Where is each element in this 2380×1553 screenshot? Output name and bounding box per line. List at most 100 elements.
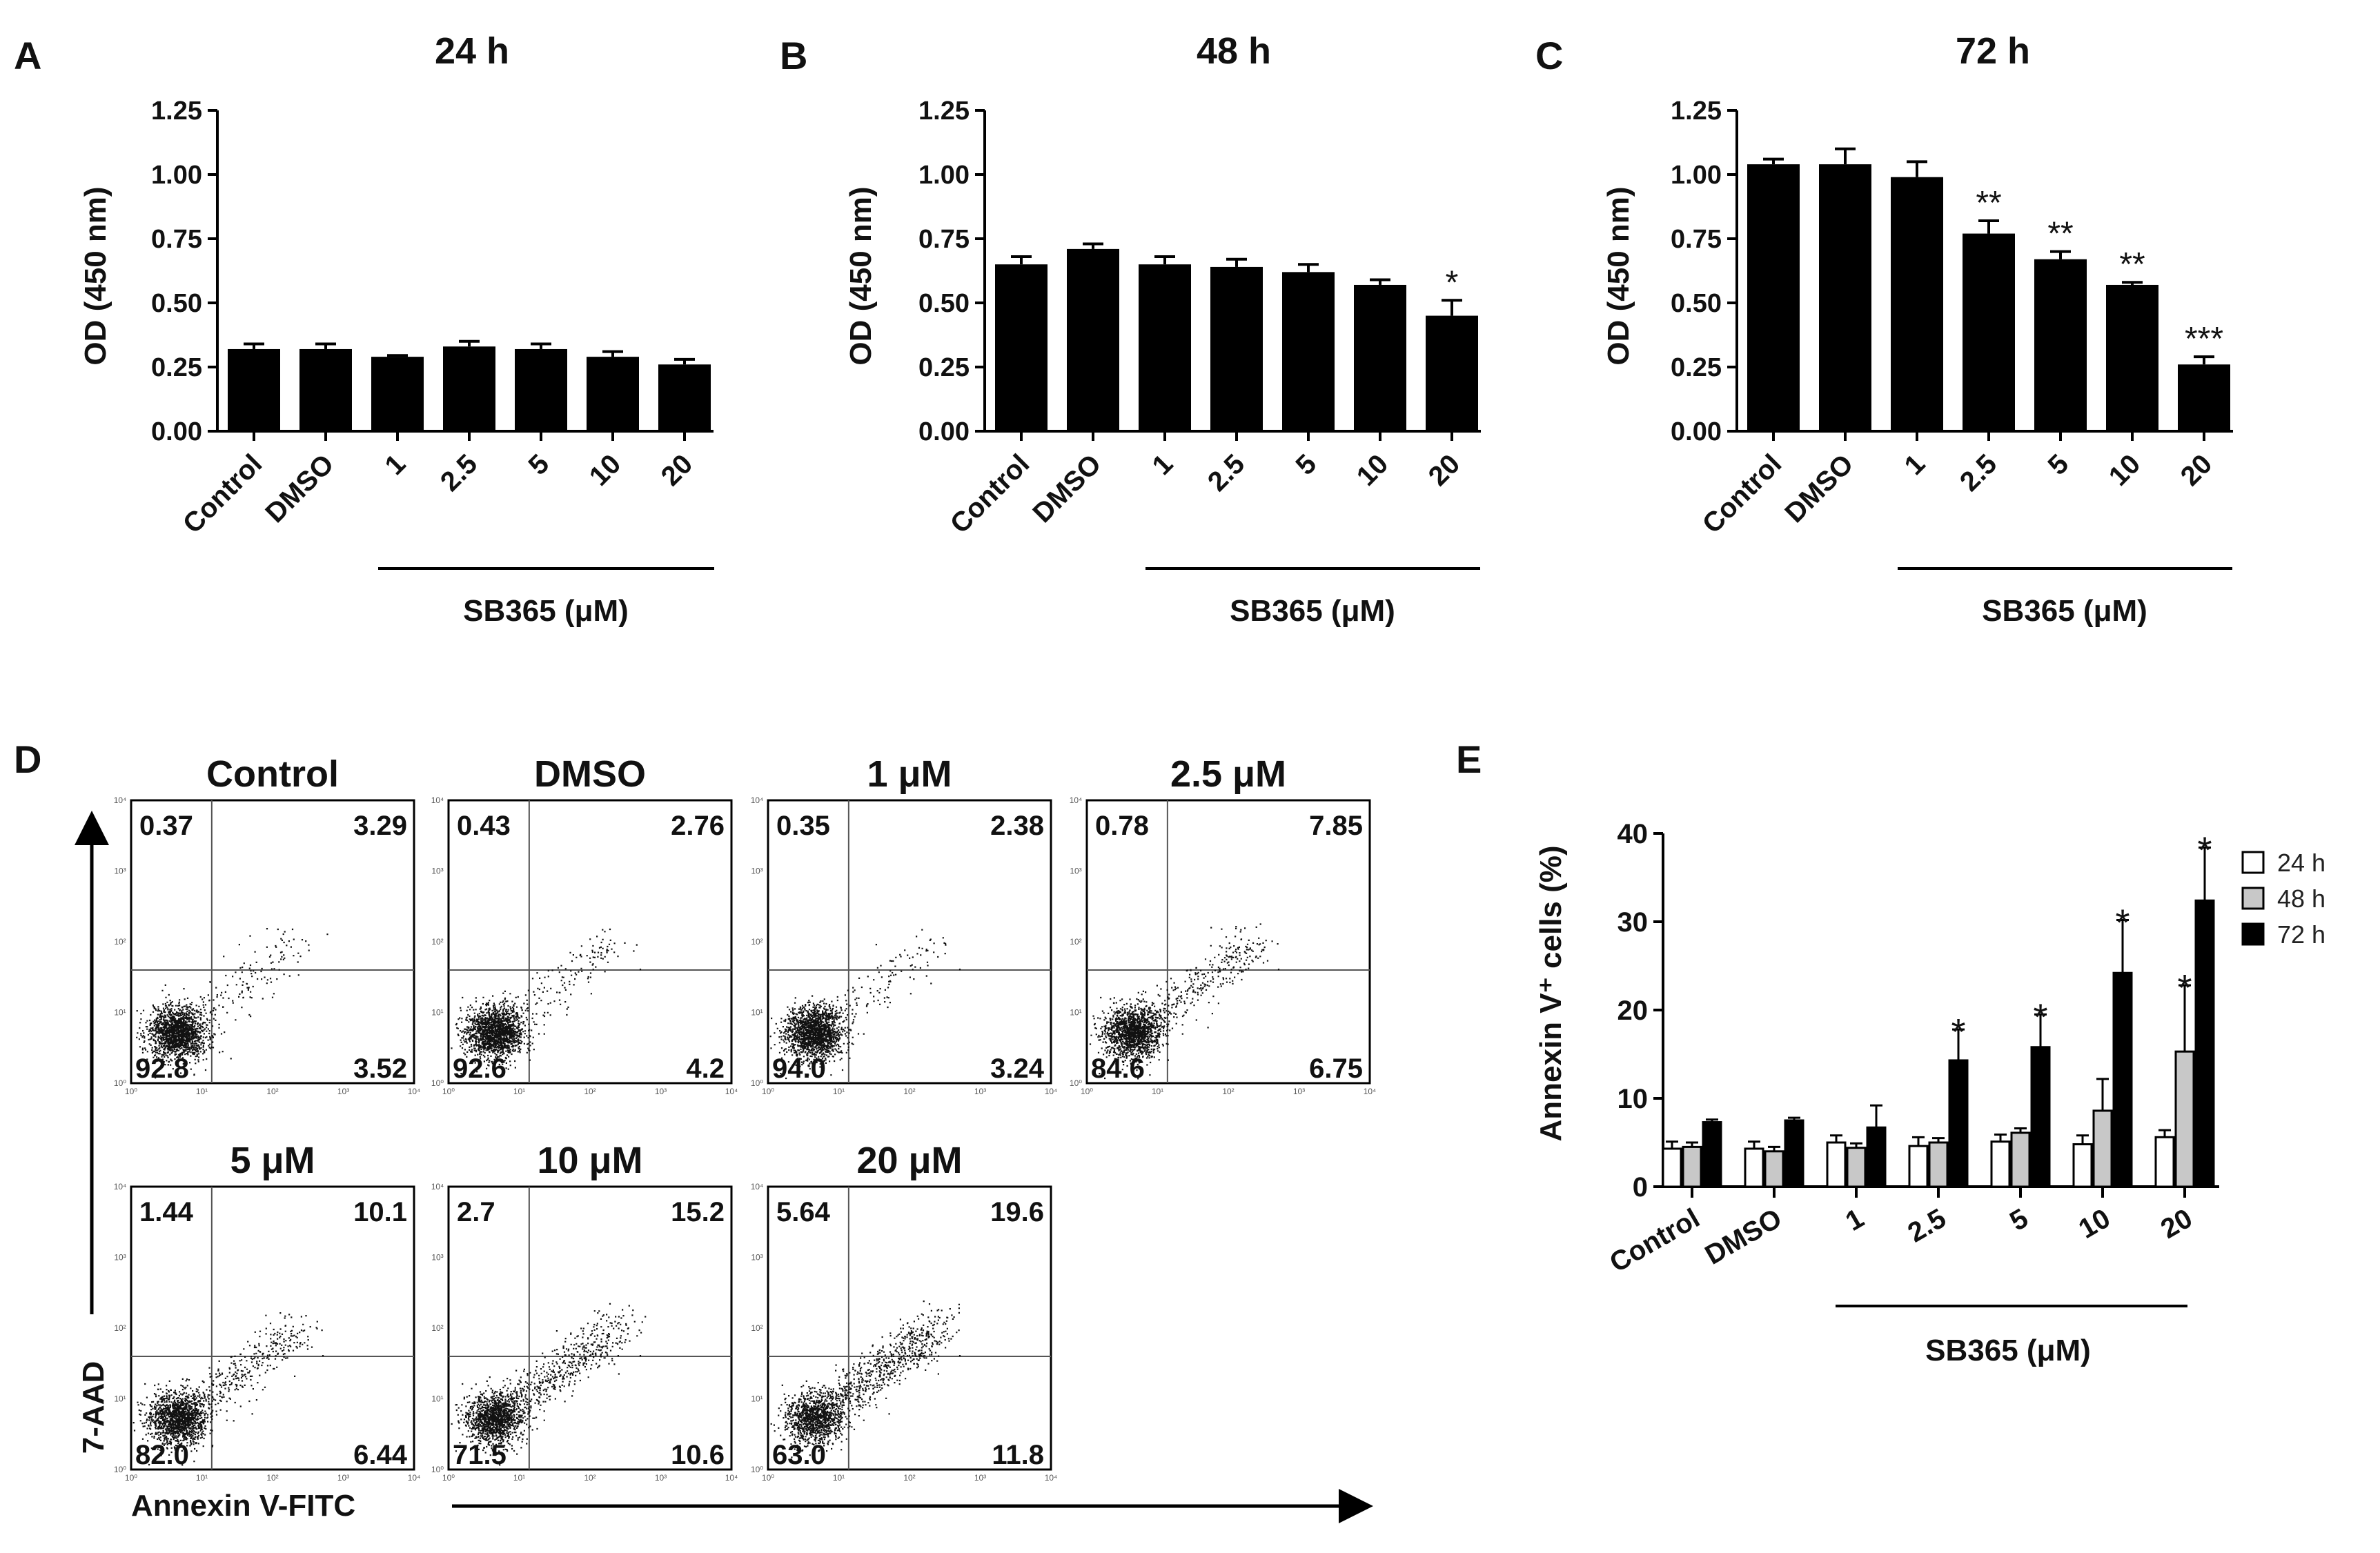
legend-label: 72 h — [2277, 920, 2325, 949]
x-tick-label: Control — [1697, 448, 1788, 540]
x-tick-label: 20 — [1423, 448, 1466, 492]
significance-marker: * — [1951, 1011, 1965, 1053]
facs-axis-tick: 10¹ — [513, 1087, 525, 1096]
facs-axis-tick: 10⁰ — [762, 1087, 774, 1096]
facs-axis-tick: 10² — [431, 1323, 443, 1333]
facs-axis-tick: 10² — [114, 937, 126, 947]
bar-48h — [2174, 1050, 2195, 1188]
y-tick-label: 0.75 — [918, 225, 970, 254]
facs-axis-tick: 10⁴ — [725, 1087, 738, 1096]
facs-axis-tick: 10² — [903, 1473, 915, 1483]
facs-axis-tick: 10² — [584, 1087, 596, 1096]
facs-axis-tick: 10⁰ — [114, 1078, 126, 1088]
group-label: SB365 (μM) — [1982, 594, 2147, 628]
significance-marker: ** — [2119, 246, 2145, 283]
panel-d: D Control10⁰10⁰10¹10¹10²10²10³10³10⁴10⁴0… — [14, 738, 1376, 1523]
facs-x-label: Annexin V-FITC — [131, 1489, 355, 1523]
facs-axis-tick: 10² — [584, 1473, 596, 1483]
facs-axis-tick: 10¹ — [833, 1473, 845, 1483]
bar-72h — [2112, 971, 2133, 1188]
panel-b: B 48 h OD (450 nm) 0.00 0.25 0.50 0.75 1.00 1… — [780, 30, 1481, 628]
facs-axis-tick: 10² — [751, 1323, 763, 1333]
quadrant-ur-value: 7.85 — [1309, 811, 1363, 841]
facs-axis-tick: 10² — [266, 1087, 278, 1096]
event-dot-cloud — [769, 929, 961, 1080]
legend-swatch — [2241, 887, 2265, 910]
bar-48h — [1682, 1145, 1702, 1188]
chart-bars: * * * * * — [1662, 829, 2215, 1188]
facs-plot-title: 1 μM — [867, 753, 952, 795]
significance-marker: * — [2033, 996, 2047, 1038]
bar — [515, 348, 567, 431]
facs-axis-tick: 10¹ — [431, 1008, 443, 1018]
bar — [995, 264, 1048, 431]
event-dot-cloud — [136, 928, 328, 1079]
event-dots — [136, 928, 328, 1079]
facs-axis-tick: 10³ — [337, 1473, 349, 1483]
facs-plot-title: DMSO — [534, 753, 646, 795]
significance-marker: ** — [1976, 185, 2001, 221]
bar — [1139, 264, 1191, 431]
x-tick-label: 10 — [2103, 448, 2147, 492]
facs-y-label: 7-AAD — [77, 1361, 110, 1454]
x-tick-label: 10 — [1351, 448, 1395, 492]
chart-bars: * — [995, 242, 1478, 431]
group-label: SB365 (μM) — [1230, 594, 1395, 628]
chart-bars: ********* — [1747, 147, 2230, 431]
facs-axis-tick: 10² — [431, 937, 443, 947]
chart-title: 72 h — [1956, 30, 2030, 72]
y-tick-label: 0.50 — [1671, 289, 1722, 318]
bar — [2106, 284, 2158, 431]
y-tick-label: 0.50 — [151, 289, 202, 318]
facs-axis-tick: 10¹ — [751, 1394, 763, 1404]
panel-letter-c: C — [1535, 34, 1563, 77]
x-tick-label: Control — [1604, 1203, 1704, 1278]
legend-swatch — [2241, 922, 2265, 946]
legend-label: 48 h — [2277, 884, 2325, 913]
facs-axis-tick: 10³ — [751, 1253, 763, 1263]
bar — [299, 348, 352, 431]
facs-axis-tick: 10⁰ — [125, 1473, 137, 1483]
y-tick-label: 30 — [1617, 907, 1649, 938]
quadrant-lr-value: 6.44 — [353, 1440, 408, 1470]
facs-axis-tick: 10³ — [655, 1087, 667, 1096]
facs-axis-tick: 10⁰ — [1081, 1087, 1093, 1096]
facs-axis-tick: 10⁴ — [1364, 1087, 1377, 1096]
bar — [1426, 315, 1478, 431]
quadrant-ul-value: 0.43 — [457, 811, 511, 841]
facs-axis-tick: 10¹ — [513, 1473, 525, 1483]
bar-48h — [1846, 1147, 1867, 1188]
quadrant-ur-value: 3.29 — [353, 811, 407, 841]
event-dot-cloud — [132, 1312, 324, 1466]
y-tick-label: 0.00 — [918, 417, 970, 446]
facs-axis-tick: 10³ — [655, 1473, 667, 1483]
facs-axis-tick: 10⁰ — [431, 1465, 444, 1474]
x-tick-label: DMSO — [1700, 1203, 1787, 1271]
bar — [228, 348, 280, 431]
bar-48h — [2092, 1109, 2113, 1188]
bar-24h — [1908, 1145, 1929, 1188]
facs-axis-tick: 10³ — [337, 1087, 349, 1096]
x-tick-label: 2.5 — [435, 448, 483, 497]
bar-24h — [1744, 1147, 1764, 1188]
y-axis-label: OD (450 nm) — [1602, 186, 1635, 365]
facs-plot-title: Control — [206, 753, 339, 795]
facs-axis-tick: 10⁴ — [751, 1182, 764, 1191]
y-axis-label: Annexin V⁺ cells (%) — [1534, 845, 1568, 1141]
bar — [2178, 364, 2230, 431]
facs-frame — [767, 799, 1052, 1085]
chart-bars — [228, 339, 711, 431]
quadrant-ul-value: 0.35 — [776, 811, 830, 841]
x-tick-label: 10 — [584, 448, 627, 492]
y-tick-label: 20 — [1617, 996, 1649, 1026]
facs-axis-tick: 10² — [266, 1473, 278, 1483]
facs-axis-tick: 10⁰ — [751, 1465, 763, 1474]
